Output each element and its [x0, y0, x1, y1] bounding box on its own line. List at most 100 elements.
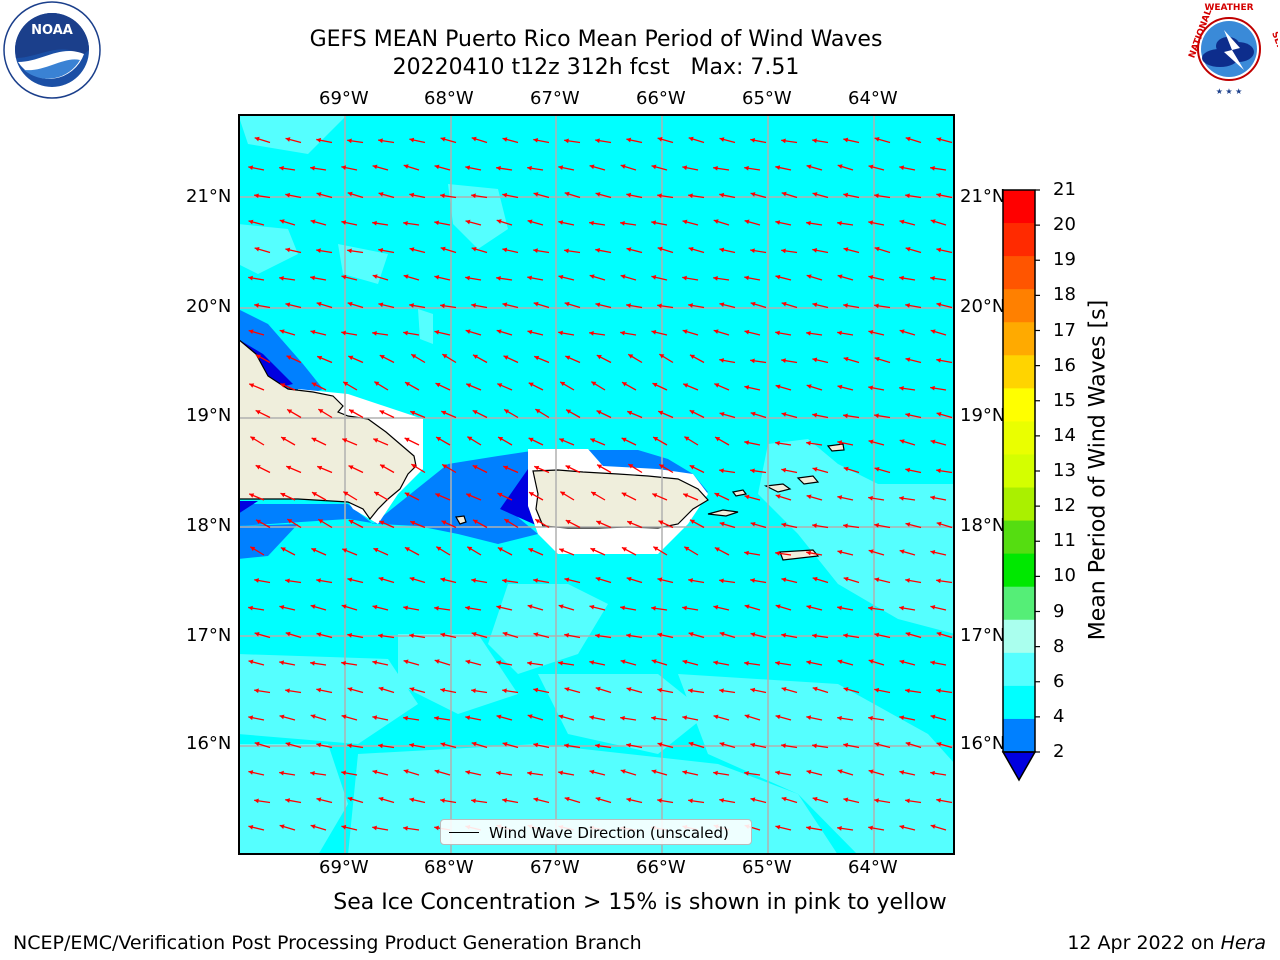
wind-arrow-head [843, 413, 848, 419]
wind-arrow-head [310, 770, 315, 776]
colorbar-tick-label: 20 [1053, 214, 1076, 236]
wind-arrow-head [527, 275, 532, 281]
wind-arrow-head [310, 660, 315, 666]
wind-arrow-head [286, 355, 292, 360]
wind-arrow-head [626, 192, 632, 198]
wind-arrow-head [837, 220, 842, 226]
wind-arrow-head [930, 660, 936, 666]
legend-line-swatch [449, 832, 479, 833]
wind-arrow-head [868, 769, 874, 775]
wind-arrow-head [589, 274, 595, 279]
wind-arrow-head [652, 493, 658, 498]
wind-arrow-head [775, 551, 780, 556]
wind-arrow-head [715, 437, 721, 442]
wind-arrow-head [403, 826, 408, 831]
wind-arrow-head [589, 769, 595, 775]
wind-arrow-head [378, 686, 384, 692]
wind-arrow-head [589, 220, 594, 226]
wind-arrow-head [621, 492, 627, 497]
wind-arrow-head [868, 275, 874, 280]
map-panel [238, 114, 955, 855]
colorbar [1001, 189, 1040, 782]
wind-arrow-head [316, 192, 322, 197]
wind-arrow-head [775, 330, 780, 336]
wind-arrow-head [465, 329, 471, 334]
wind-arrow-head [874, 632, 880, 638]
wind-arrow-head [378, 248, 384, 253]
wind-arrow-head [534, 465, 540, 471]
wind-arrow-head [434, 825, 439, 831]
wind-arrow-head [564, 577, 570, 583]
map-legend: Wind Wave Direction (unscaled) [440, 819, 752, 845]
wind-arrow-head [843, 247, 849, 252]
wind-arrow-head [595, 686, 601, 692]
wind-arrow-head [254, 246, 260, 252]
wind-arrow-head [316, 578, 321, 583]
wind-arrow-head [621, 437, 627, 443]
wind-arrow-head [874, 303, 879, 309]
wind-arrow-head [564, 743, 569, 749]
wind-arrow-head [434, 715, 439, 721]
wind-arrow-head [812, 192, 818, 197]
wind-arrow-head [285, 798, 290, 803]
wind-arrow-head [812, 247, 818, 253]
noaa-logo-text: NOAA [31, 23, 73, 38]
wind-arrow-head [626, 303, 631, 308]
wind-arrow-head [248, 275, 253, 281]
wind-arrow-head [467, 546, 473, 552]
wind-arrow-head [528, 548, 534, 553]
colorbar-label: Mean Period of Wind Waves [s] [1085, 299, 1111, 641]
wind-arrow-head [899, 219, 905, 225]
wind-arrow-head [688, 631, 694, 637]
colorbar-tick-label: 14 [1053, 424, 1076, 446]
wind-arrow-head [285, 137, 291, 142]
wind-arrow-head [653, 437, 659, 442]
wind-arrow-head [435, 493, 441, 498]
wind-arrow-head [899, 770, 905, 775]
wind-arrow-head [498, 437, 504, 442]
wind-arrow-head [374, 491, 380, 497]
wind-arrow-head [620, 605, 625, 611]
wind-arrow-head [564, 138, 569, 144]
wind-arrow-head [596, 355, 602, 360]
wind-arrow-head [688, 688, 693, 694]
wind-arrow-head [589, 331, 594, 336]
wind-arrow-head [404, 437, 410, 443]
wind-arrow-head [558, 274, 564, 280]
wind-arrow-head [719, 247, 725, 253]
wind-arrow-head [806, 825, 811, 831]
wind-arrow-head [529, 492, 535, 497]
wind-arrow-head [781, 522, 787, 528]
wind-arrow-head [343, 491, 349, 496]
wind-arrow-head [899, 605, 904, 611]
wind-arrow-head [527, 714, 533, 719]
wind-arrow-head [812, 138, 817, 144]
vieques-island [707, 509, 739, 517]
wind-arrow-head [682, 715, 688, 721]
wind-arrow-head [775, 274, 781, 280]
wind-arrow-head [348, 355, 354, 361]
wind-arrow-head [874, 246, 880, 252]
wind-arrow-head [775, 770, 781, 776]
wind-arrow-head [750, 248, 755, 254]
wind-arrow-head [286, 465, 292, 471]
right-lat-label-21n: 21°N [960, 186, 1006, 207]
wind-arrow-head [341, 330, 346, 336]
wind-arrow-head [595, 248, 601, 253]
wind-arrow-head [440, 687, 446, 693]
wind-arrow-head [905, 246, 911, 252]
wind-arrow-head [714, 492, 720, 498]
saint-thomas-island [731, 489, 748, 497]
wind-arrow-head [874, 742, 880, 747]
right-lat-label-20n: 20°N [960, 296, 1006, 317]
wind-arrow-head [750, 797, 756, 802]
wind-arrow-head [378, 576, 384, 582]
wind-arrow-head [781, 633, 787, 638]
wind-arrow-head [812, 796, 818, 802]
wind-arrow-head [465, 715, 471, 721]
top-lon-label-68w: 68°W [424, 88, 474, 109]
wind-arrow-head [713, 219, 719, 224]
wind-arrow-head [651, 769, 657, 775]
wind-arrow-head [837, 495, 843, 500]
colorbar-tick-label: 8 [1053, 635, 1065, 657]
